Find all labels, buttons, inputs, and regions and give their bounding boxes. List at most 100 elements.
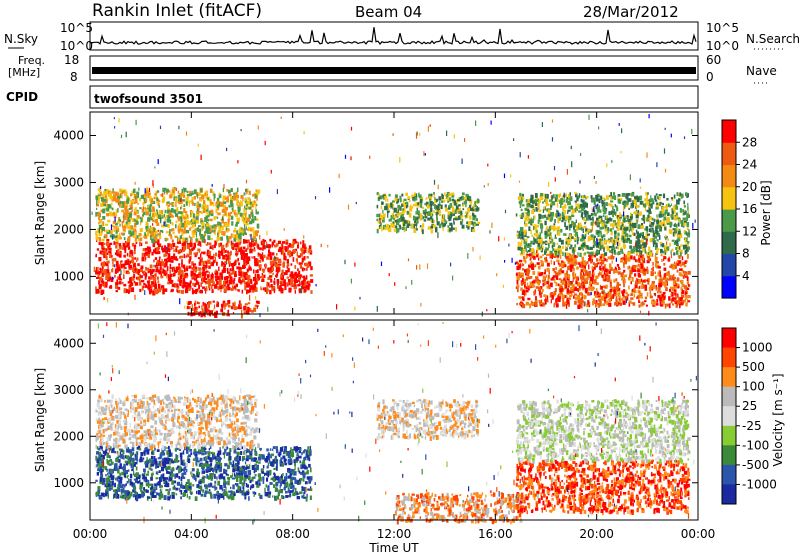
data-cell [207, 309, 210, 314]
data-cell [676, 235, 679, 239]
data-cell [191, 307, 194, 311]
data-cell [676, 300, 680, 304]
data-cell [383, 224, 385, 230]
data-cell [224, 276, 228, 281]
data-cell [655, 285, 658, 289]
data-cell [548, 245, 550, 249]
data-cell [226, 278, 229, 282]
data-cell [434, 199, 436, 203]
data-cell [687, 270, 691, 275]
data-cell [524, 291, 527, 296]
data-cell [376, 218, 379, 222]
data-cell [425, 213, 428, 217]
data-cell [519, 230, 522, 235]
data-cell [235, 196, 239, 201]
data-cell [191, 196, 194, 200]
data-cell [540, 240, 543, 245]
data-cell [632, 245, 636, 250]
data-cell [171, 239, 174, 243]
data-cell [113, 241, 115, 245]
noise-cell [167, 275, 169, 281]
data-cell [621, 216, 623, 219]
data-cell [404, 204, 407, 208]
data-cell [548, 239, 551, 244]
data-cell [162, 268, 165, 273]
data-cell [131, 202, 133, 208]
data-cell [393, 228, 397, 232]
data-cell [594, 291, 596, 296]
data-cell [545, 247, 547, 252]
data-cell [224, 305, 226, 310]
data-cell [631, 289, 633, 295]
data-cell [281, 280, 284, 285]
data-cell [121, 201, 125, 204]
data-cell [648, 200, 651, 206]
data-cell [107, 190, 111, 194]
data-cell [243, 273, 246, 279]
data-cell [555, 194, 558, 200]
data-cell [256, 197, 258, 201]
data-cell [522, 263, 525, 267]
data-cell [646, 266, 649, 270]
data-cell [643, 258, 646, 264]
data-cell [640, 232, 644, 235]
data-cell [571, 284, 575, 288]
data-cell [304, 262, 308, 267]
data-cell [230, 211, 233, 214]
data-cell [652, 284, 655, 289]
data-cell [526, 272, 530, 277]
data-cell [218, 237, 222, 240]
noise-cell [274, 255, 276, 261]
data-cell [158, 258, 161, 262]
data-cell [216, 216, 219, 219]
data-cell [203, 280, 207, 283]
data-cell [290, 243, 295, 248]
data-cell [667, 258, 671, 262]
data-cell [640, 239, 644, 243]
data-cell [381, 201, 384, 205]
data-cell [659, 272, 661, 277]
data-cell [476, 206, 478, 211]
data-cell [649, 293, 652, 297]
data-cell [568, 294, 572, 298]
data-cell [564, 272, 568, 278]
data-cell [559, 286, 563, 289]
data-cell [567, 253, 571, 258]
data-cell [287, 282, 289, 287]
data-cell [568, 302, 570, 307]
data-cell [681, 290, 685, 295]
data-cell [171, 288, 174, 292]
data-cell [245, 271, 248, 275]
data-cell [248, 239, 250, 243]
data-cell [546, 299, 549, 303]
data-cell [545, 294, 547, 299]
data-cell [199, 198, 203, 202]
data-cell [169, 231, 171, 235]
data-cell [155, 273, 157, 277]
data-cell [248, 275, 251, 279]
data-cell [234, 306, 237, 309]
data-cell [628, 265, 631, 269]
data-cell [543, 214, 546, 218]
data-cell [385, 198, 387, 202]
data-cell [526, 216, 530, 219]
data-cell [419, 196, 424, 201]
data-cell [154, 273, 156, 277]
data-cell [283, 280, 285, 284]
data-cell [144, 284, 148, 288]
data-cell [238, 279, 241, 283]
cpid-value: twofsound 3501 [94, 92, 203, 106]
data-cell [217, 223, 220, 228]
data-cell [640, 284, 644, 289]
data-cell [540, 228, 543, 234]
data-cell [662, 250, 665, 254]
data-cell [156, 222, 160, 226]
data-cell [547, 229, 550, 232]
data-cell [533, 256, 536, 260]
data-cell [596, 224, 600, 228]
data-cell [576, 237, 580, 241]
data-cell [223, 249, 227, 253]
data-cell [624, 233, 628, 237]
data-cell [198, 290, 201, 294]
